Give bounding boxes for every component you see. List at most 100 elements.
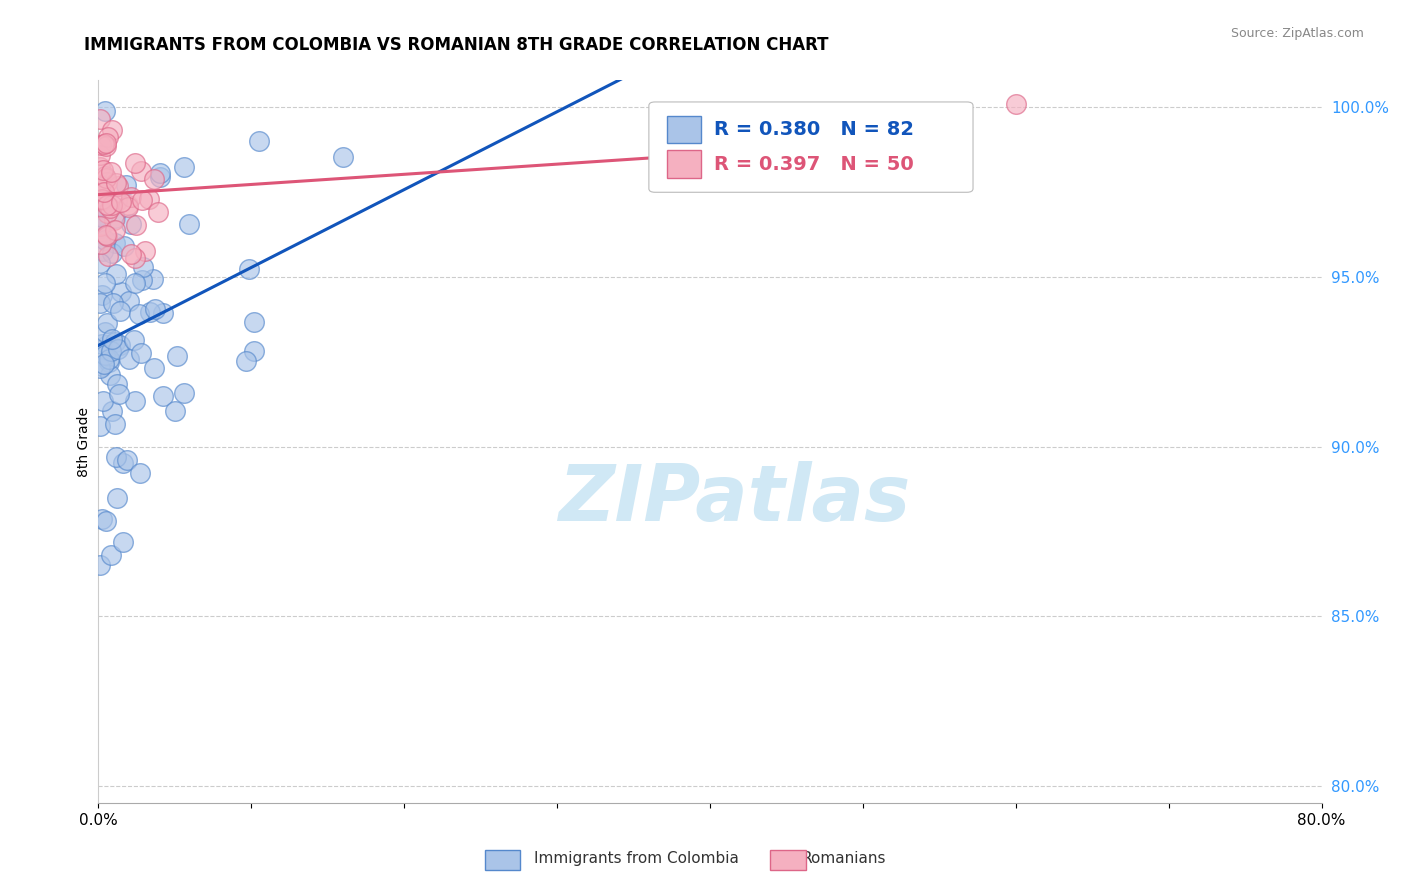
- Point: [117, 200, 139, 214]
- Text: R = 0.380   N = 82: R = 0.380 N = 82: [714, 120, 914, 139]
- Point: [124, 276, 146, 290]
- Point: [89, 296, 111, 310]
- Point: [105, 377, 128, 392]
- Point: [152, 389, 174, 403]
- Point: [96, 228, 118, 243]
- Point: [101, 123, 124, 137]
- Point: [97, 249, 120, 263]
- Point: [238, 262, 260, 277]
- Point: [91, 244, 114, 258]
- Point: [91, 512, 114, 526]
- Point: [107, 179, 129, 194]
- Point: [124, 252, 146, 266]
- Point: [235, 354, 257, 368]
- Point: [128, 307, 150, 321]
- Point: [100, 165, 122, 179]
- Point: [103, 213, 125, 227]
- Point: [138, 193, 160, 207]
- Point: [93, 137, 115, 152]
- Point: [124, 333, 146, 347]
- Point: [89, 256, 111, 270]
- Point: [131, 164, 153, 178]
- Point: [91, 178, 114, 192]
- Point: [91, 193, 114, 207]
- Point: [146, 205, 169, 219]
- Point: [90, 210, 112, 224]
- Point: [129, 346, 152, 360]
- Point: [120, 218, 142, 232]
- Point: [101, 332, 124, 346]
- Point: [104, 235, 127, 250]
- Point: [173, 386, 195, 401]
- Point: [96, 198, 118, 212]
- Point: [125, 218, 148, 232]
- Point: [89, 208, 111, 222]
- Point: [108, 338, 131, 352]
- Point: [115, 453, 138, 467]
- Point: [96, 206, 118, 220]
- Point: [97, 355, 120, 369]
- Point: [132, 260, 155, 275]
- Point: [173, 161, 195, 175]
- Point: [1004, 97, 1026, 112]
- Point: [94, 276, 117, 290]
- Point: [89, 558, 111, 573]
- Point: [243, 344, 266, 359]
- Point: [93, 185, 115, 199]
- Point: [90, 336, 112, 351]
- Point: [943, 153, 966, 167]
- Text: Source: ZipAtlas.com: Source: ZipAtlas.com: [1230, 27, 1364, 40]
- Point: [111, 534, 134, 549]
- Point: [94, 233, 117, 247]
- Point: [104, 450, 127, 464]
- Text: Immigrants from Colombia: Immigrants from Colombia: [534, 851, 740, 865]
- Point: [98, 352, 121, 367]
- Point: [104, 268, 127, 282]
- Point: [107, 342, 129, 356]
- Point: [108, 387, 131, 401]
- Point: [105, 194, 128, 208]
- Point: [89, 180, 111, 194]
- Point: [166, 349, 188, 363]
- Point: [94, 103, 117, 118]
- Point: [110, 303, 132, 318]
- Point: [98, 201, 121, 215]
- Text: ZIPatlas: ZIPatlas: [558, 461, 911, 537]
- Point: [94, 169, 117, 183]
- Point: [118, 351, 141, 366]
- Point: [100, 245, 122, 260]
- Point: [101, 198, 124, 212]
- Point: [91, 163, 114, 178]
- Point: [114, 178, 136, 193]
- Point: [93, 185, 115, 199]
- Point: [110, 194, 132, 209]
- Point: [90, 359, 112, 373]
- Point: [120, 247, 142, 261]
- Point: [104, 223, 127, 237]
- Point: [124, 156, 146, 170]
- Point: [90, 192, 112, 206]
- Point: [93, 357, 115, 371]
- Point: [94, 136, 117, 151]
- Point: [332, 150, 354, 164]
- Point: [104, 335, 127, 350]
- Point: [111, 456, 134, 470]
- Point: [91, 394, 114, 409]
- Point: [101, 295, 124, 310]
- Text: Romanians: Romanians: [801, 851, 886, 865]
- Point: [143, 302, 166, 317]
- Point: [94, 171, 117, 186]
- Point: [142, 171, 165, 186]
- Point: [149, 166, 172, 180]
- Point: [243, 315, 266, 329]
- Point: [94, 228, 117, 243]
- Point: [101, 403, 124, 417]
- Point: [90, 237, 112, 252]
- Point: [134, 244, 156, 258]
- Point: [98, 368, 121, 382]
- Point: [89, 219, 111, 233]
- Point: [105, 177, 128, 191]
- Point: [97, 130, 120, 145]
- Point: [89, 112, 111, 127]
- Text: IMMIGRANTS FROM COLOMBIA VS ROMANIAN 8TH GRADE CORRELATION CHART: IMMIGRANTS FROM COLOMBIA VS ROMANIAN 8TH…: [84, 36, 830, 54]
